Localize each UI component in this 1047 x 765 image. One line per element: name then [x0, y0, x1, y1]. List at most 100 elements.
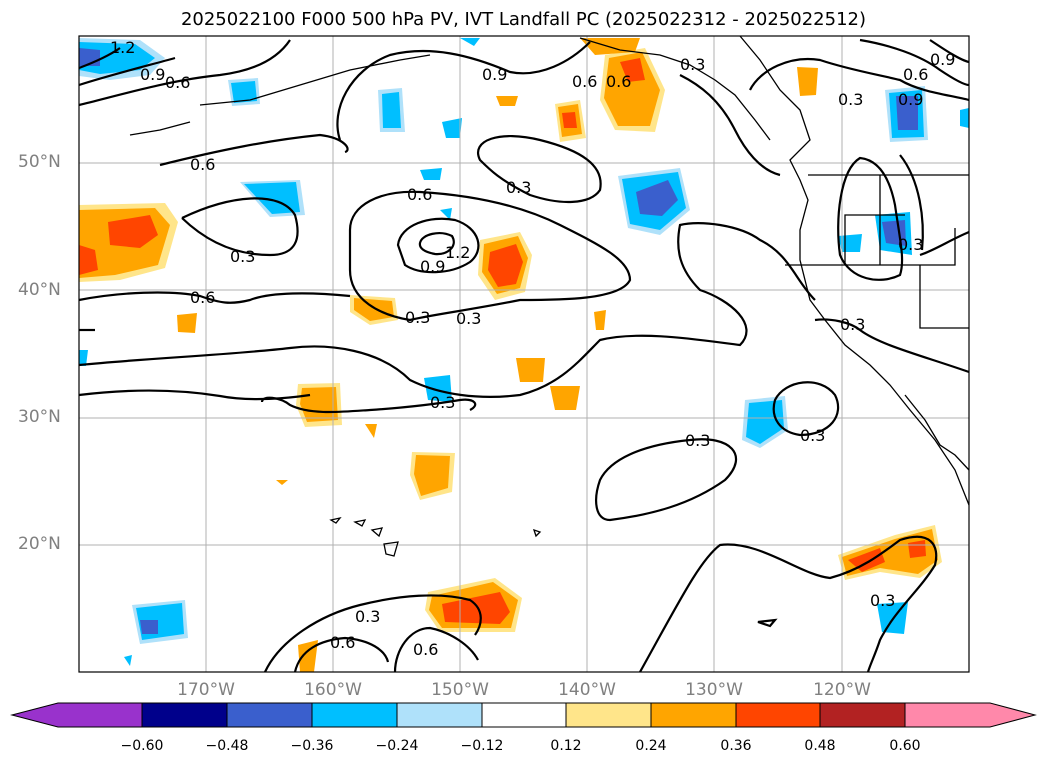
colorbar-segment — [311, 702, 398, 728]
pv-anomaly-red — [488, 244, 523, 287]
pv-anomaly-orange — [300, 387, 338, 422]
contour-label: 0.6 — [165, 73, 190, 92]
contour-label: 0.3 — [838, 90, 863, 109]
contour-line — [814, 318, 970, 374]
contour-label: 0.3 — [405, 308, 430, 327]
contour-label: 0.6 — [572, 72, 597, 91]
contour-label: 0.3 — [680, 55, 705, 74]
pv-anomaly-blue — [440, 208, 452, 220]
pv-anomaly-orange — [354, 298, 394, 321]
contour-label: 0.3 — [800, 426, 825, 445]
pv-anomaly-blue — [460, 38, 480, 46]
contour-label: 0.6 — [903, 65, 928, 84]
contour-line — [181, 197, 299, 257]
lat-label-40n: 40°N — [18, 280, 61, 300]
colorbar-segment — [141, 702, 228, 728]
contour-line — [639, 535, 938, 673]
lon-label-160w: 160°W — [304, 680, 362, 700]
coastline — [904, 394, 970, 471]
pv-anomaly-orange — [276, 480, 288, 485]
contour-line — [595, 438, 738, 522]
contour-line — [396, 217, 480, 274]
colorbar-tick: −0.48 — [205, 738, 249, 754]
pv-anomaly-orange — [177, 313, 197, 333]
lon-label-140w: 140°W — [558, 680, 616, 700]
colorbar-tick: −0.36 — [290, 738, 334, 754]
contour-line — [418, 232, 455, 256]
pv-anomaly-blue — [420, 168, 442, 180]
coastline — [532, 528, 542, 538]
colorbar-segment — [396, 702, 483, 728]
contour-label: 0.6 — [606, 72, 631, 91]
colorbar-segment — [735, 702, 821, 728]
border — [844, 214, 905, 265]
pv-anomaly-darkblue — [636, 180, 678, 216]
contour-line — [78, 39, 291, 107]
colorbar — [10, 702, 1037, 728]
lat-label-50n: 50°N — [18, 152, 61, 172]
coastline — [739, 35, 970, 506]
contour-line — [393, 626, 479, 673]
contour-label: 0.6 — [190, 288, 215, 307]
contour-label: 0.9 — [420, 257, 445, 276]
contour-label: 0.3 — [456, 309, 481, 328]
colorbar-tick: 0.60 — [889, 738, 921, 754]
pv-anomaly-red — [442, 592, 510, 624]
colorbar-segment — [650, 702, 737, 728]
pv-anomaly-blue — [124, 655, 132, 666]
pv-anomaly-orange — [797, 67, 818, 96]
colorbar-segment — [819, 702, 906, 728]
border — [785, 228, 956, 266]
contour-line — [348, 190, 632, 322]
pv-anomaly-blue — [231, 81, 257, 103]
contour-line — [78, 56, 176, 87]
contour-label: 0.6 — [190, 155, 215, 174]
lat-label-20n: 20°N — [18, 534, 61, 554]
contour-label: 0.6 — [330, 633, 355, 652]
contour-label: 0.3 — [870, 591, 895, 610]
map-frame — [78, 35, 970, 673]
pv-anomaly-darkblue — [896, 96, 918, 130]
colorbar-tick: 0.36 — [720, 738, 752, 754]
coastline — [353, 519, 367, 527]
contour-label: 0.3 — [430, 393, 455, 412]
contour-line — [78, 222, 816, 398]
contour-label: 0.3 — [506, 178, 531, 197]
pv-anomaly-orange — [516, 358, 545, 382]
coastline — [199, 54, 431, 106]
pv-anomaly-orange — [604, 52, 660, 126]
contour-line — [293, 636, 390, 673]
contour-line — [260, 396, 477, 414]
contour-line — [772, 381, 840, 437]
coastline — [129, 121, 191, 136]
colorbar-tick: 0.24 — [635, 738, 667, 754]
contour-line — [78, 47, 121, 70]
contour-label: 0.3 — [898, 235, 923, 254]
pv-anomaly-red — [79, 245, 98, 275]
contour-line — [264, 594, 482, 673]
pv-anomaly-orange — [365, 424, 377, 438]
map-title: 2025022100 F000 500 hPa PV, IVT Landfall… — [180, 9, 867, 30]
contour-line — [929, 39, 970, 64]
pv-anomaly-blue — [960, 108, 969, 128]
coastline — [383, 541, 399, 557]
contour-label: 0.6 — [407, 185, 432, 204]
contour-line — [336, 41, 591, 141]
colorbar-segment — [226, 702, 313, 728]
contour-label: 1.2 — [110, 38, 135, 57]
contour-label: 0.6 — [413, 640, 438, 659]
contour-label: 0.3 — [230, 247, 255, 266]
lon-label-170w: 170°W — [177, 680, 235, 700]
contour-line — [859, 38, 970, 87]
pv-anomaly-red — [562, 112, 577, 128]
contour-label: 0.9 — [898, 90, 923, 109]
colorbar-tick: 0.48 — [804, 738, 836, 754]
contour-label: 0.3 — [355, 607, 380, 626]
coastline — [579, 37, 771, 141]
contour-line — [899, 154, 924, 251]
contour-label: 0.9 — [930, 50, 955, 69]
contour-label: 0.9 — [140, 65, 165, 84]
contour-label: 0.3 — [685, 431, 710, 450]
lon-label-130w: 130°W — [685, 680, 743, 700]
